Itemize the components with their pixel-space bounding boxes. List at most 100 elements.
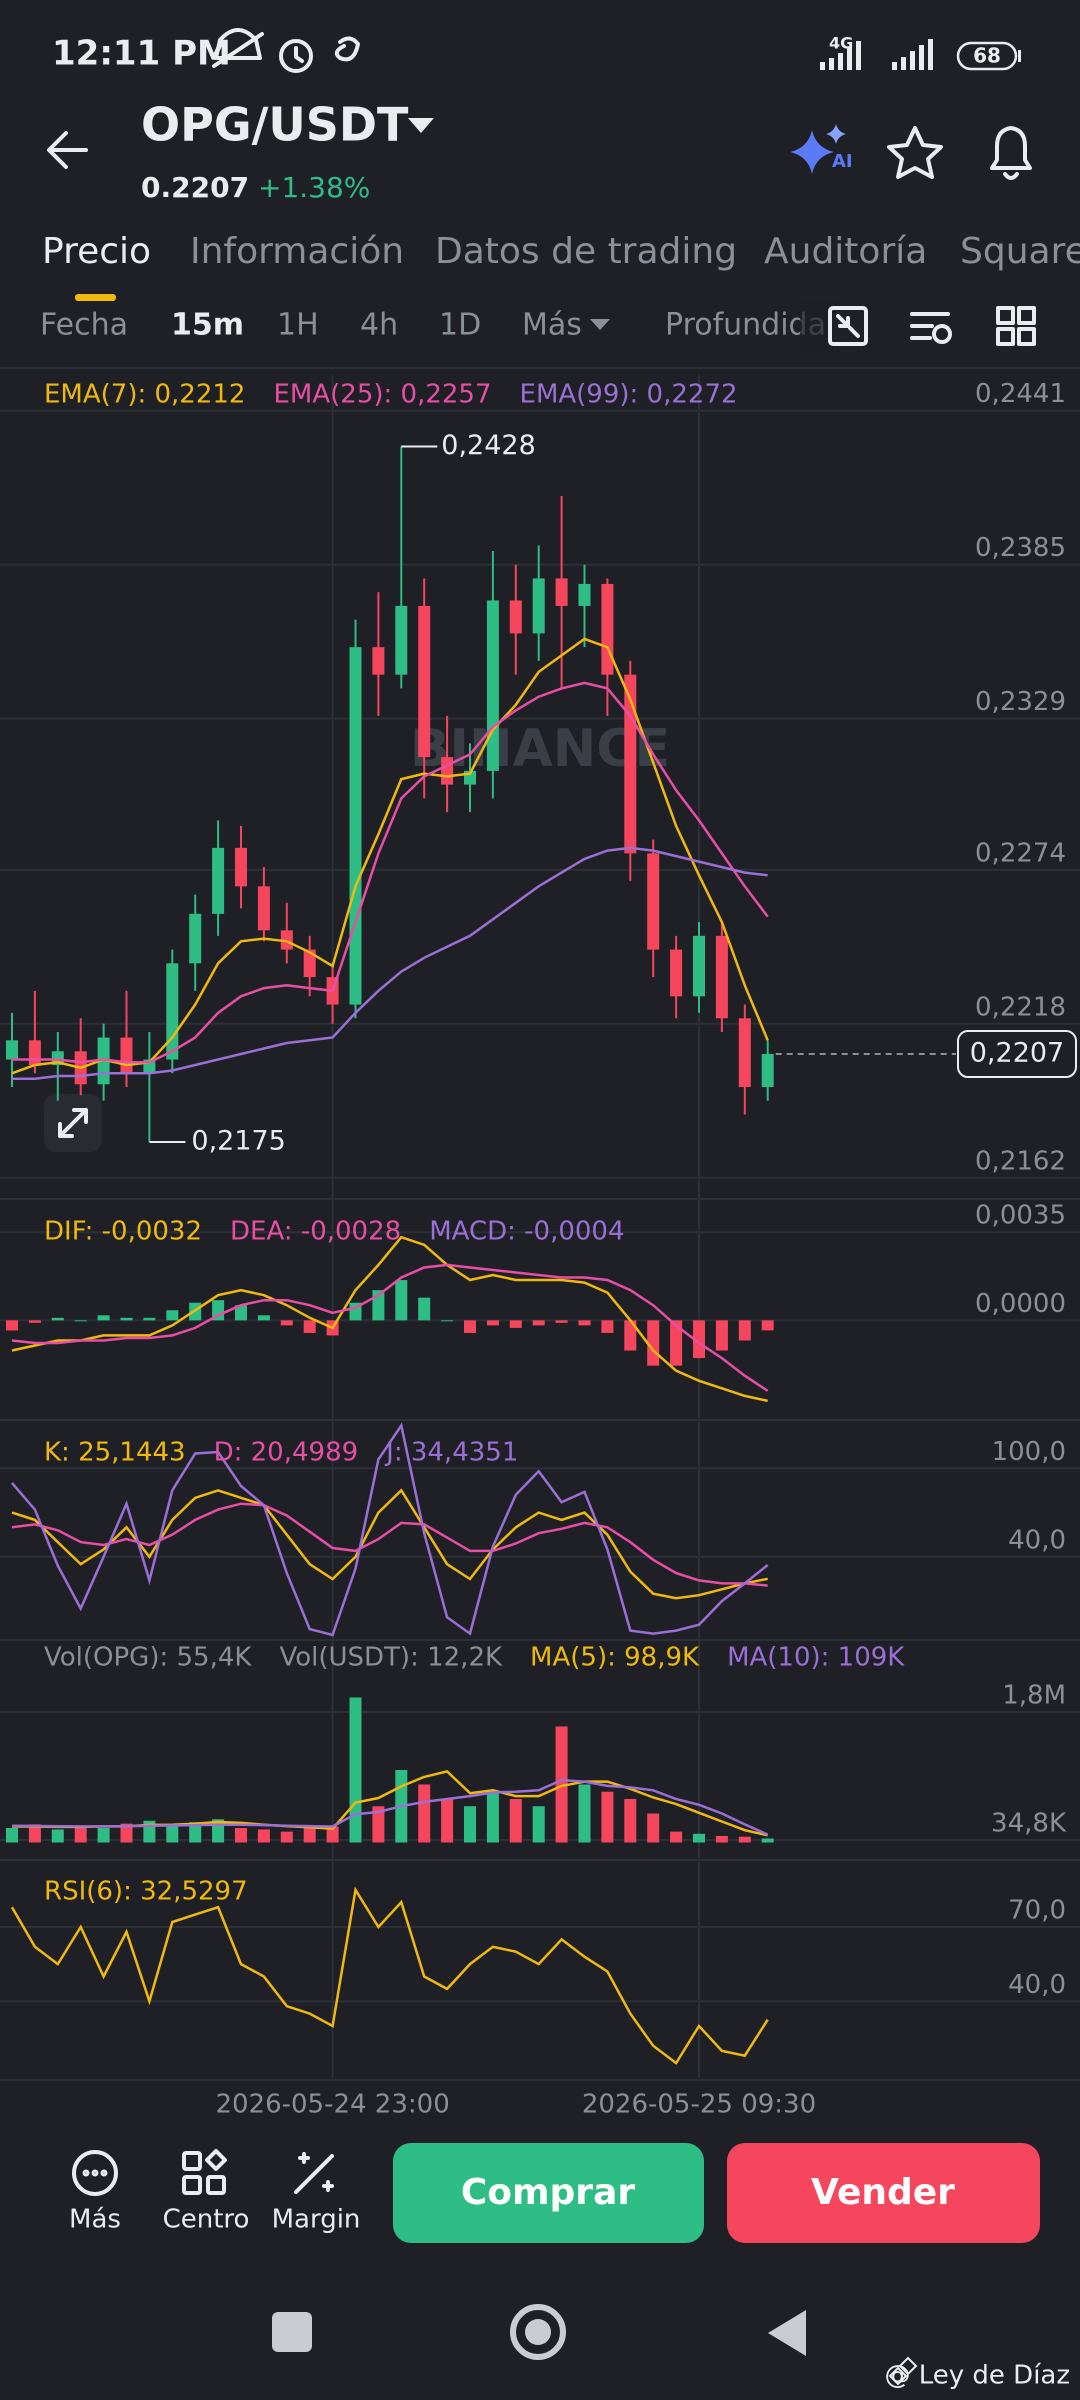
sell-button[interactable] [727, 2143, 1040, 2243]
candle-body [486, 600, 499, 771]
interval[interactable]: 4h [360, 308, 398, 343]
histogram-bar [74, 1826, 87, 1843]
histogram-bar [235, 1305, 247, 1321]
histogram-bar [555, 1320, 568, 1323]
legend-entry: DIF: -0,0032 [44, 1217, 202, 1247]
histogram-bar [51, 1829, 64, 1843]
y-tick-label: 40,0 [1008, 1970, 1066, 2000]
y-tick-label: 0,2441 [975, 379, 1066, 409]
histogram-bar [280, 1831, 293, 1843]
candle-body [120, 1037, 133, 1074]
histogram-bar [738, 1836, 751, 1843]
legend-entry: DEA: -0,0028 [230, 1217, 401, 1247]
candle-body [6, 1040, 18, 1060]
back-button[interactable] [47, 131, 88, 169]
histogram-bar [761, 1838, 774, 1843]
legend-entry: D: 20,4989 [214, 1438, 359, 1468]
histogram-bar [74, 1320, 87, 1322]
high-label: 0,2428 [441, 430, 535, 461]
interval[interactable]: Profundida [665, 308, 826, 343]
bottom-icons[interactable] [72, 2149, 334, 2196]
buy-label[interactable]: Comprar [461, 2172, 635, 2213]
histogram-bar [395, 1280, 408, 1321]
candle-body [715, 935, 728, 1019]
watermark: @ Ley de Díaz [884, 2361, 1070, 2391]
y-tick-label: 0,2329 [975, 687, 1066, 717]
ai-button[interactable]: AI [790, 124, 853, 174]
candle-body [761, 1054, 774, 1088]
y-tick-label: 100,0 [992, 1437, 1066, 1467]
candle-body [441, 757, 454, 785]
histogram-bar [235, 1827, 247, 1843]
signal-icons [820, 39, 933, 70]
histogram-bar [166, 1824, 179, 1843]
y-tick-label: 0,0000 [975, 1289, 1066, 1319]
sell-label[interactable]: Vender [811, 2172, 955, 2213]
bottom-action[interactable]: Centro [163, 2205, 250, 2235]
last-price-box [957, 1030, 1077, 1079]
histogram-bar [28, 1824, 41, 1843]
histogram-bar [486, 1791, 499, 1843]
tab[interactable]: Información [190, 231, 404, 272]
histogram-bar [464, 1320, 476, 1333]
nav-recents[interactable] [272, 2312, 312, 2352]
interval[interactable]: 15m [171, 308, 244, 343]
histogram-bar [441, 1320, 454, 1322]
candle-body [235, 847, 247, 887]
histogram-bar [578, 1784, 591, 1843]
pair-dropdown[interactable] [408, 118, 434, 133]
buy-button[interactable] [393, 2143, 704, 2243]
x-tick-label: 2026-05-24 23:00 [215, 2090, 449, 2120]
histogram-bar [670, 1831, 683, 1843]
candle-body [509, 600, 522, 634]
legend-entry: MACD: -0,0004 [429, 1217, 624, 1247]
legend-entry: K: 25,1443 [44, 1438, 186, 1468]
chart-tools[interactable] [828, 306, 1036, 346]
y-tick-label: 1,8M [1002, 1680, 1066, 1710]
y-tick-label: 70,0 [1008, 1895, 1066, 1925]
legend-entry: MA(10): 109K [727, 1643, 905, 1673]
nav-home[interactable] [510, 2304, 566, 2360]
histogram-bar [257, 1315, 270, 1321]
histogram-bar [120, 1823, 133, 1843]
tab-indicator [75, 294, 116, 301]
legend-entry: MA(5): 98,9K [530, 1643, 700, 1673]
histogram-bar [601, 1791, 614, 1843]
alerts-button[interactable] [990, 126, 1032, 180]
nav-back[interactable] [768, 2310, 806, 2356]
pair-title[interactable]: OPG/USDT [141, 98, 409, 152]
interval[interactable]: 1D [439, 308, 481, 343]
candle-body [693, 935, 705, 997]
y-tick-label: 0,2218 [975, 992, 1066, 1022]
tab[interactable]: Auditoría [764, 231, 927, 272]
y-tick-label: 0,0035 [975, 1201, 1066, 1231]
candle-body [189, 913, 202, 964]
histogram-bar [486, 1320, 499, 1326]
candle-body [555, 578, 568, 606]
candle-body [349, 647, 362, 1005]
indicator-line [11, 1263, 769, 1392]
interval[interactable]: Más [522, 308, 582, 343]
bottom-action[interactable]: Margin [272, 2205, 361, 2235]
favorite-button[interactable] [887, 126, 943, 179]
y-tick-label: 34,8K [991, 1808, 1067, 1838]
y-tick-label: 40,0 [1008, 1525, 1066, 1555]
indicator-line [11, 1422, 769, 1637]
interval[interactable]: Fecha [40, 308, 128, 343]
tab[interactable]: Square [960, 231, 1080, 272]
histogram-bar [349, 1697, 362, 1843]
histogram-bar [532, 1806, 545, 1843]
candle-body [257, 886, 270, 931]
panel-separators [0, 1198, 1080, 2081]
expand-button[interactable] [44, 1094, 102, 1152]
tab[interactable]: Precio [42, 231, 151, 272]
interval-dropdown[interactable] [590, 319, 610, 330]
bottom-action[interactable]: Más [69, 2205, 121, 2235]
interval[interactable]: 1H [277, 308, 319, 343]
tab[interactable]: Datos de trading [435, 231, 737, 272]
histogram-bar [6, 1320, 18, 1331]
charts: 2026-05-24 23:00 2026-05-25 09:30BINANCE0… [0, 375, 1080, 2120]
histogram-bar [441, 1798, 454, 1843]
y-tick-label: 0,2274 [975, 838, 1066, 868]
